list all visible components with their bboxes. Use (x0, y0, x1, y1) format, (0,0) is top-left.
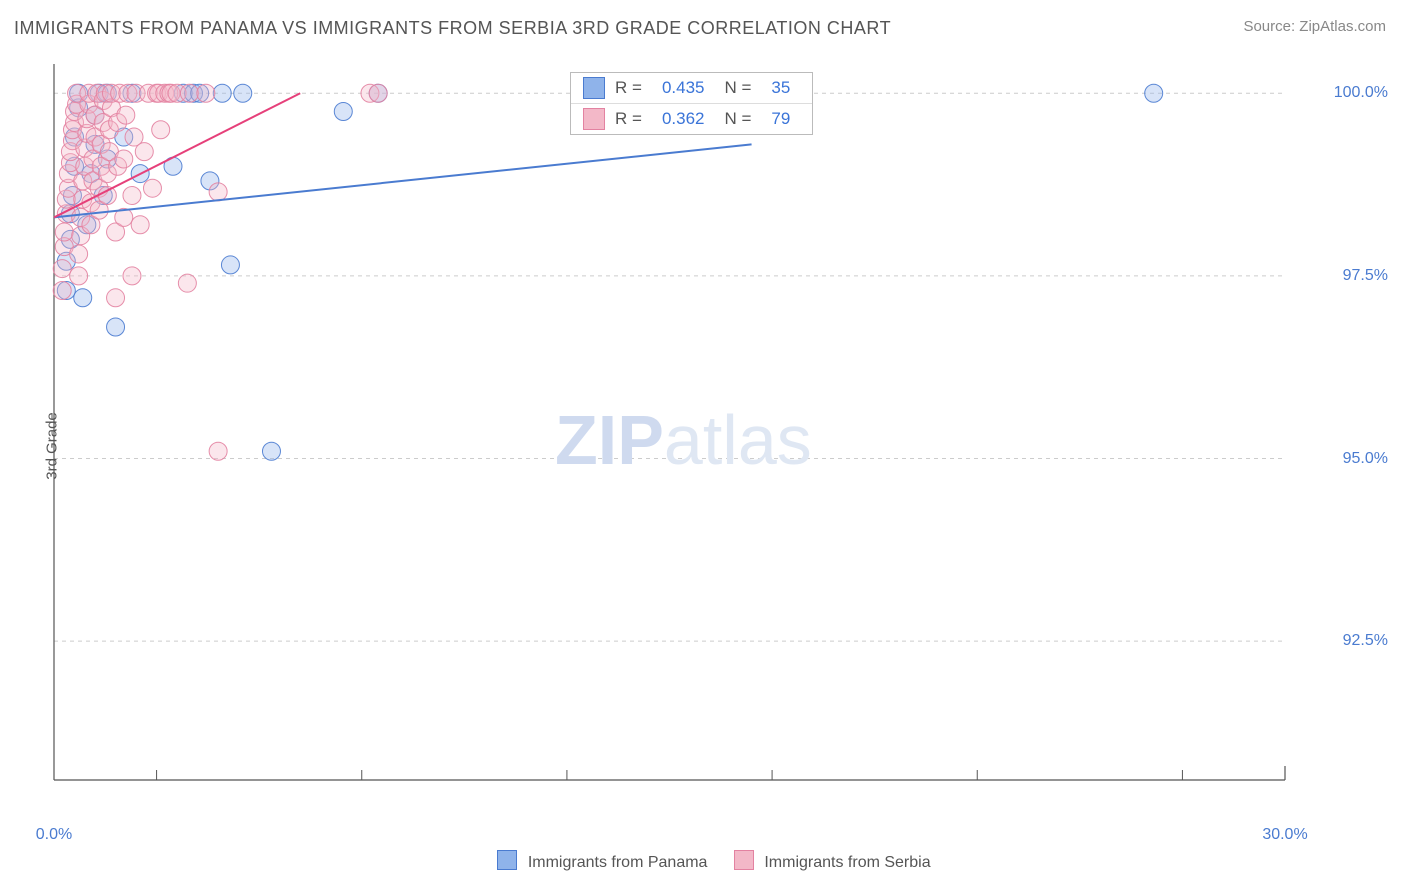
legend-r-value-panama: 0.435 (662, 78, 705, 98)
y-tick: 92.5% (1343, 632, 1388, 650)
x-tick: 0.0% (36, 826, 72, 844)
bottom-legend: Immigrants from Panama Immigrants from S… (0, 850, 1406, 872)
legend-row-serbia: R = 0.362 N = 79 (571, 103, 812, 134)
legend-row-panama: R = 0.435 N = 35 (571, 73, 812, 103)
legend-n-value-serbia: 79 (771, 109, 790, 129)
bottom-swatch-panama (497, 850, 517, 870)
correlation-legend: R = 0.435 N = 35 R = 0.362 N = 79 (570, 72, 813, 135)
page: IMMIGRANTS FROM PANAMA VS IMMIGRANTS FRO… (0, 0, 1406, 892)
chart-title: IMMIGRANTS FROM PANAMA VS IMMIGRANTS FRO… (14, 18, 891, 39)
legend-n-label: N = (724, 78, 751, 98)
bottom-label-panama: Immigrants from Panama (528, 854, 708, 871)
y-tick: 95.0% (1343, 450, 1388, 468)
y-tick: 97.5% (1343, 267, 1388, 285)
x-tick: 30.0% (1262, 826, 1307, 844)
legend-n-label: N = (724, 109, 751, 129)
legend-r-label: R = (615, 78, 642, 98)
legend-r-label: R = (615, 109, 642, 129)
legend-swatch-serbia (583, 108, 605, 130)
legend-swatch-panama (583, 77, 605, 99)
scatter-plot (50, 60, 1340, 810)
source-label: Source: ZipAtlas.com (1243, 18, 1386, 35)
legend-r-value-serbia: 0.362 (662, 109, 705, 129)
bottom-label-serbia: Immigrants from Serbia (764, 854, 930, 871)
plot-svg (50, 60, 1340, 810)
legend-n-value-panama: 35 (771, 78, 790, 98)
y-tick: 100.0% (1334, 84, 1388, 102)
bottom-swatch-serbia (734, 850, 754, 870)
